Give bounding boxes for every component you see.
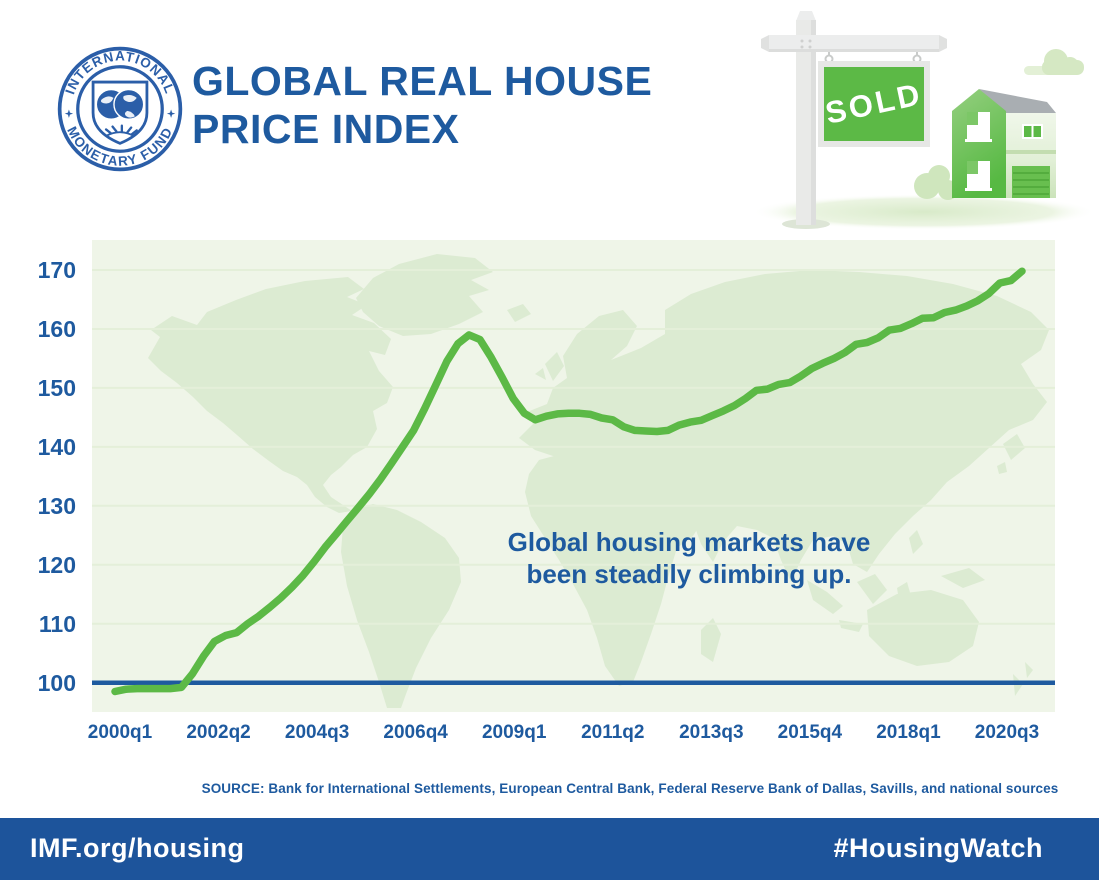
page-title: GLOBAL REAL HOUSE PRICE INDEX xyxy=(192,57,752,153)
x-tick-label: 2000q1 xyxy=(87,722,153,743)
chart-plot xyxy=(92,240,1055,712)
y-tick-label: 170 xyxy=(37,257,76,283)
window-icon xyxy=(965,112,1043,191)
cloud-icon xyxy=(1024,49,1084,75)
source-note: SOURCE: Bank for International Settlemen… xyxy=(201,781,1059,796)
ground xyxy=(752,194,1096,230)
imf-logo: INTERNATIONAL MONETARY FUND xyxy=(57,46,183,172)
x-tick-label: 2006q4 xyxy=(383,722,448,743)
x-tick-label: 2009q1 xyxy=(481,722,547,743)
x-tick-label: 2018q1 xyxy=(876,722,941,743)
annotation-line-1: Global housing markets have xyxy=(507,527,871,557)
house-icon xyxy=(952,89,1056,198)
footer-hashtag-link[interactable]: #HousingWatch xyxy=(833,833,1043,863)
x-tick-label: 2004q3 xyxy=(284,722,350,743)
page-title-line-1: GLOBAL REAL HOUSE xyxy=(192,58,653,104)
y-tick-label: 110 xyxy=(38,610,76,637)
logo-shield-globe-icon xyxy=(91,80,149,145)
y-tick-label: 100 xyxy=(37,669,76,696)
footer-url-link[interactable]: IMF.org/housing xyxy=(30,833,245,863)
world-map-background xyxy=(148,254,1049,708)
sold-sign: SOLD xyxy=(818,61,930,147)
house-price-index-line xyxy=(111,267,1026,696)
chart-annotation: Global housing markets have been steadil… xyxy=(450,526,928,590)
x-tick-label: 2020q3 xyxy=(974,722,1040,743)
y-tick-label: 160 xyxy=(37,315,76,342)
logo-star-icon xyxy=(64,109,176,118)
x-tick-label: 2011q2 xyxy=(581,722,645,743)
y-tick-label: 140 xyxy=(37,433,76,460)
garage-door xyxy=(1012,166,1050,198)
house-sold-illustration: SOLD xyxy=(752,11,1096,230)
y-tick-label: 120 xyxy=(37,551,76,578)
bush-icon xyxy=(914,165,958,200)
page-title-line-2: PRICE INDEX xyxy=(192,106,460,152)
x-tick-label: 2013q3 xyxy=(679,722,744,743)
signpost xyxy=(761,11,947,229)
y-tick-label: 130 xyxy=(37,492,76,519)
annotation-line-2: been steadily climbing up. xyxy=(526,559,852,589)
y-tick-label: 150 xyxy=(37,374,76,401)
x-tick-label: 2002q2 xyxy=(186,722,251,743)
footer-bar: IMF.org/housing #HousingWatch xyxy=(0,818,1099,880)
x-tick-label: 2015q4 xyxy=(777,722,843,743)
